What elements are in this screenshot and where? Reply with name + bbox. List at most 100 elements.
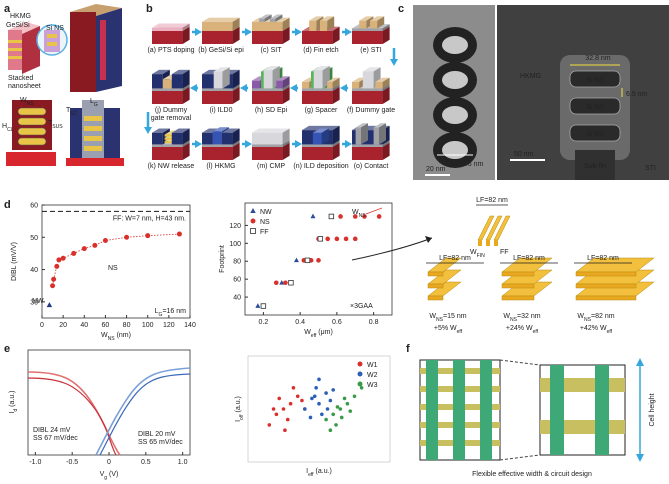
marker: [334, 423, 338, 427]
fin-plate-face: [501, 283, 535, 289]
text-part: W: [352, 209, 359, 216]
subscript: G: [94, 102, 98, 108]
flow-arrow-head: [190, 84, 197, 92]
block-side-shade: [332, 140, 340, 147]
block-side-shade: [382, 77, 390, 89]
marker: [124, 234, 130, 240]
marker: [328, 213, 335, 220]
block-side-shade: [232, 84, 240, 91]
flow-arrow-head: [290, 84, 297, 92]
block-front: [352, 28, 383, 31]
flow-arrow-head: [390, 59, 398, 66]
annotation: WNS: [352, 209, 366, 219]
text-part: V: [100, 471, 105, 478]
marker: [304, 257, 311, 264]
panel-c-art: [413, 5, 669, 180]
block-side-shade: [382, 84, 390, 91]
nanosheet: [17, 137, 47, 146]
block-side-shade: [282, 86, 290, 104]
step-caption: (l) HKMG: [206, 163, 235, 170]
subscript: NS: [27, 101, 35, 107]
marker: [328, 398, 333, 403]
block-top-shade: [263, 66, 280, 71]
x-tick-label: 120: [163, 322, 175, 329]
annotation: STI: [645, 165, 656, 172]
marker: [352, 214, 358, 219]
annotation: 6.5 nm: [626, 91, 648, 98]
block-front: [252, 88, 283, 91]
block-top: [202, 17, 240, 22]
marker: [352, 236, 358, 242]
zoom-sheet: [47, 42, 57, 46]
subscript: eff: [311, 333, 317, 339]
block-side-shade: [332, 142, 340, 160]
gate-column: [480, 360, 492, 460]
block-side: [232, 17, 240, 31]
x-axis-label: WNS (nm): [101, 332, 131, 342]
text-part: I: [9, 412, 16, 414]
nanosheet: [17, 117, 47, 126]
panel-label: c: [398, 3, 404, 15]
text-part: +42% W: [580, 325, 607, 332]
block-front: [359, 20, 367, 29]
block-side: [382, 77, 390, 89]
block-top-shade: [213, 67, 230, 72]
block-side-shade: [379, 123, 386, 145]
ns-core: [442, 141, 468, 159]
flow-arrow-head: [295, 28, 302, 36]
block-side: [282, 17, 290, 31]
ns-core: [442, 71, 468, 89]
sheet: [8, 56, 22, 59]
marker: [271, 407, 276, 411]
marker: [316, 258, 321, 263]
marker: [250, 228, 256, 234]
block-side: [382, 84, 390, 91]
block-side: [232, 128, 240, 145]
annotation: Si NS: [586, 131, 604, 138]
substrate: [6, 152, 56, 166]
block-side: [332, 142, 340, 160]
block-front: [327, 81, 333, 89]
marker: [71, 250, 77, 256]
text-part: W: [101, 332, 108, 339]
block-side: [332, 77, 340, 89]
flow-arrow-head: [195, 140, 202, 148]
block-side: [332, 125, 340, 145]
x-axis-label: Ieff (a.u.): [306, 468, 332, 478]
block-front: [373, 127, 379, 145]
block-side: [275, 14, 283, 22]
marker: [54, 263, 60, 269]
x-tick-label: 20: [59, 322, 67, 329]
arrow-head: [636, 454, 644, 462]
legend-label: W1: [367, 362, 378, 369]
block-side: [282, 128, 290, 145]
annotation: WNS=32 nm: [503, 313, 540, 323]
sub-fin: [575, 150, 615, 180]
block-front: [313, 70, 323, 89]
marker: [56, 257, 62, 263]
marker: [255, 303, 261, 308]
annotation: Si NS: [586, 104, 604, 111]
annotation: +42% Weff: [580, 325, 613, 335]
text-line: gate removal: [151, 115, 192, 122]
block-front: [355, 127, 361, 145]
id-curve: [27, 371, 121, 456]
sheet: [8, 48, 22, 51]
block-front: [202, 88, 233, 91]
block-top-shade: [171, 128, 190, 133]
y-tick-label: 60: [30, 203, 38, 210]
block-top: [263, 66, 280, 71]
ns-core: [442, 36, 468, 54]
series-label: NW: [32, 298, 44, 305]
fin-plate-face: [575, 283, 637, 289]
block-front: [171, 74, 183, 89]
scatter-frame: [247, 355, 391, 463]
text-part: =16 nm: [162, 308, 186, 315]
block-side-shade: [327, 16, 335, 31]
text-line: (j) Dummy: [155, 107, 188, 114]
block-side-shade: [182, 26, 190, 44]
block-side-shade: [382, 26, 390, 44]
block-front: [162, 79, 172, 89]
annotation: LF=82 nm: [513, 255, 545, 262]
block-front: [276, 80, 283, 89]
